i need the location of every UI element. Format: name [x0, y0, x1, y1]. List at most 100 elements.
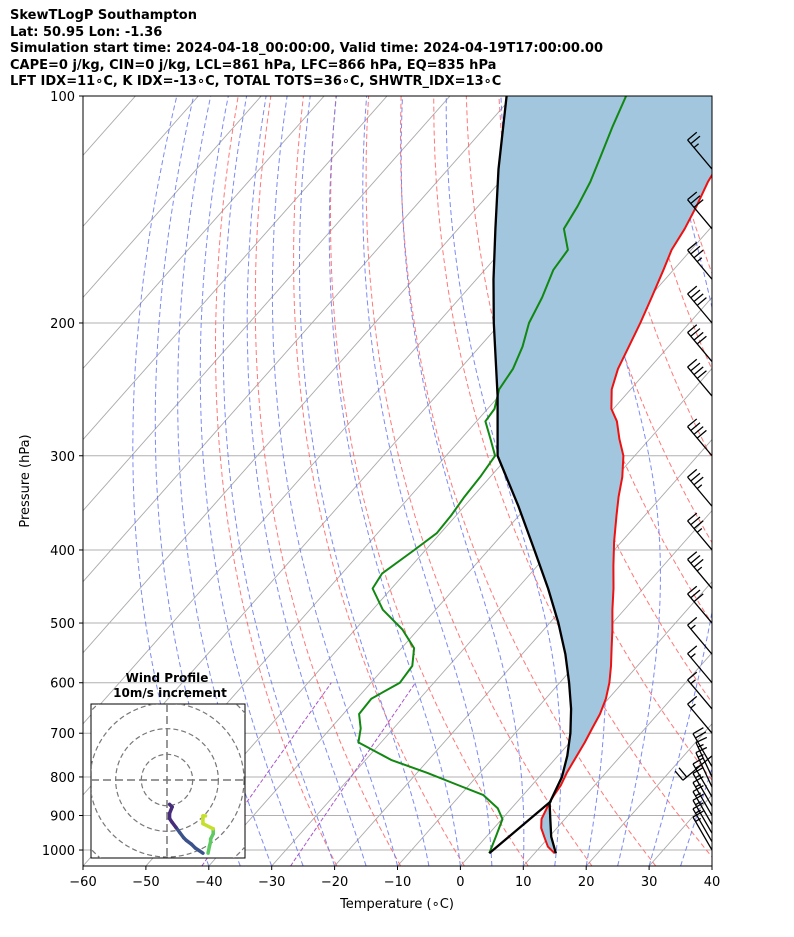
- x-axis-label: Temperature (∘C): [339, 897, 454, 912]
- cape-shading: [493, 96, 712, 854]
- hodograph-inset: Wind Profile 10m/s increment: [90, 671, 246, 859]
- x-tick-label: −20: [321, 875, 348, 890]
- dry-adiabat: [760, 96, 794, 866]
- hodograph-trace: [201, 821, 215, 831]
- wind-barb: [711, 96, 712, 97]
- mixing-ratio-line: [290, 682, 416, 866]
- wind-barb: [674, 755, 713, 781]
- wind-barb: [692, 802, 713, 843]
- wind-barb: [687, 131, 713, 170]
- wind-barb: [687, 645, 713, 684]
- isotherm-line: [334, 438, 712, 866]
- cape-area: [493, 96, 712, 854]
- wind-barb: [687, 695, 713, 734]
- location-line: Lat: 50.95 Lon: -1.36: [10, 24, 163, 40]
- chart-header: SkewTLogP Southampton Lat: 50.95 Lon: -1…: [10, 8, 603, 91]
- wind-barb: [687, 551, 713, 589]
- wind-barb: [687, 324, 713, 362]
- chart-title: SkewTLogP Southampton: [10, 8, 197, 23]
- x-tick-label: 10: [515, 875, 532, 890]
- y-tick-label: 600: [50, 677, 75, 692]
- isotherm-line: [585, 723, 712, 866]
- isotherm-line: [711, 865, 712, 866]
- isotherm-line: [0, 96, 73, 866]
- y-tick-label: 700: [50, 727, 75, 742]
- dewpoint-line: [357, 96, 628, 854]
- moist-adiabat: [328, 96, 461, 866]
- isotherm-line: [522, 652, 712, 866]
- stability-line: CAPE=0 j/kg, CIN=0 j/kg, LCL=861 hPa, LF…: [10, 57, 497, 73]
- axes: −60 −50 −40 −30 −20 −10 0 10 20 30 40 100 200 300 400 5…: [42, 90, 720, 890]
- x-tick-label: −40: [195, 875, 222, 890]
- parcel-line: [492, 96, 573, 854]
- hodograph-subtitle: 10m/s increment: [113, 686, 227, 700]
- hodograph-ring: [91, 704, 245, 858]
- isotherm-line: [83, 96, 199, 228]
- x-tick-label: −10: [384, 875, 411, 890]
- time-line: Simulation start time: 2024-04-18_00:00:…: [10, 41, 603, 56]
- moist-adiabat: [222, 96, 336, 866]
- dry-adiabat: [254, 96, 402, 866]
- isotherm-line: [83, 96, 388, 441]
- dry-adiabat: [693, 96, 712, 166]
- moist-adiabat: [177, 96, 273, 866]
- y-tick-label: 1000: [42, 844, 75, 859]
- hodograph-title: Wind Profile: [126, 671, 209, 685]
- moist-adiabat: [199, 96, 304, 866]
- wind-barb: [687, 585, 713, 624]
- x-tick-label: 20: [578, 875, 595, 890]
- wind-barb: [687, 241, 713, 280]
- wind-barb: [687, 671, 713, 710]
- isotherm-line: [83, 96, 577, 654]
- dry-adiabat: [399, 96, 657, 866]
- isotherm-line: [83, 96, 514, 583]
- y-tick-label: 300: [50, 450, 75, 465]
- y-tick-label: 900: [50, 810, 75, 825]
- moist-adiabat: [246, 96, 367, 866]
- x-tick-label: −60: [69, 875, 96, 890]
- wind-barb: [687, 512, 713, 551]
- wind-barb: [687, 468, 713, 507]
- hodograph-frame: [90, 703, 246, 859]
- wind-barb: [687, 358, 713, 397]
- hodograph-trace: [167, 802, 174, 809]
- wind-barb: [687, 285, 713, 324]
- y-axis-label: Pressure (hPa): [18, 434, 33, 527]
- moist-adiabat: [362, 96, 493, 866]
- wind-barbs: [674, 96, 713, 851]
- x-tick-label: −30: [258, 875, 285, 890]
- wind-barb: [692, 727, 713, 767]
- y-tick-label: 500: [50, 617, 75, 632]
- isotherm-line: [145, 225, 712, 866]
- mixing-ratio-line: [201, 682, 332, 866]
- x-tick-label: 40: [704, 875, 721, 890]
- dry-adiabat: [563, 96, 712, 544]
- y-tick-label: 200: [50, 317, 75, 332]
- lcl-parcel-segment: [488, 800, 552, 855]
- wind-barb: [687, 191, 713, 230]
- hodograph-plot: [91, 704, 245, 858]
- index-line: LFT IDX=11∘C, K IDX=-13∘C, TOTAL TOTS=36…: [10, 74, 502, 89]
- y-tick-label: 100: [50, 90, 75, 105]
- y-tick-label: 400: [50, 544, 75, 559]
- moist-adiabat: [570, 96, 661, 866]
- isotherm-line: [83, 96, 262, 299]
- wind-barb: [695, 746, 713, 788]
- x-tick-label: −50: [132, 875, 159, 890]
- isotherm-line: [83, 96, 325, 370]
- y-tick-label: 800: [50, 771, 75, 786]
- x-tick-label: 30: [641, 875, 658, 890]
- moist-adiabat: [711, 864, 712, 866]
- dry-adiabat: [330, 96, 529, 866]
- profile-lines: [357, 96, 712, 855]
- moist-adiabat: [271, 96, 398, 866]
- dry-adiabat: [215, 96, 338, 866]
- moist-adiabat: [299, 96, 430, 866]
- dry-adiabat: [293, 96, 465, 866]
- wind-barb: [687, 616, 713, 655]
- x-tick-label: 0: [456, 875, 464, 890]
- wind-barb: [687, 418, 713, 457]
- dry-adiabat: [365, 96, 593, 866]
- wind-barb: [692, 810, 713, 851]
